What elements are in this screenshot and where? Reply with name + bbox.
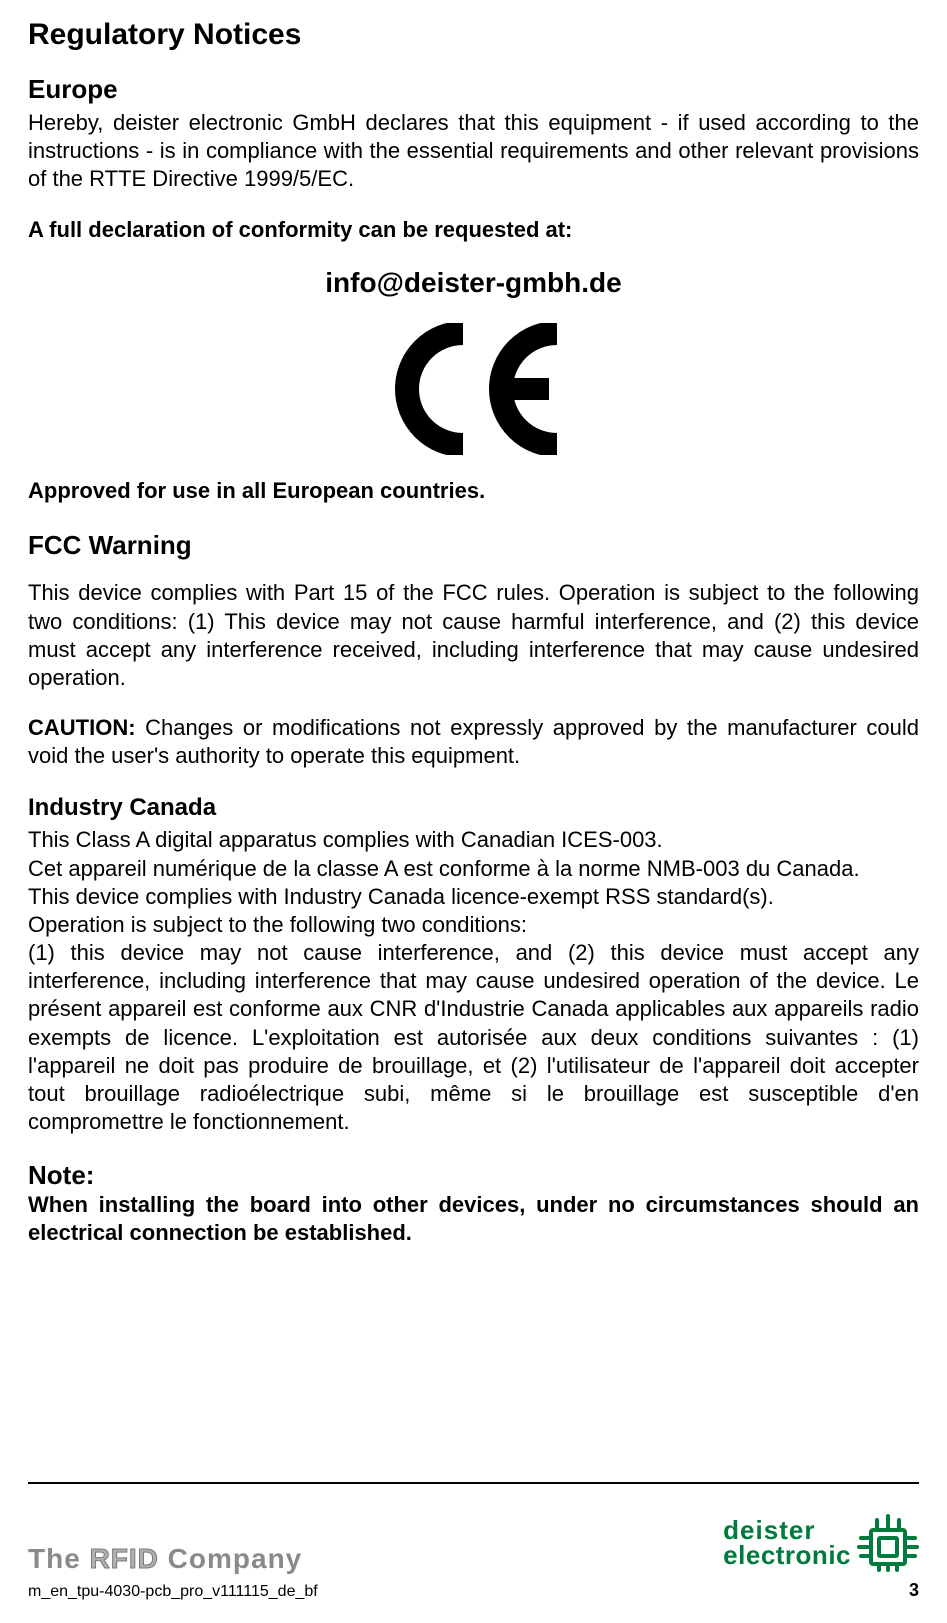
note-body: When installing the board into other dev… xyxy=(28,1191,919,1247)
fcc-caution: CAUTION: Changes or modifications not ex… xyxy=(28,714,919,770)
footer-row: The RFID Company m_en_tpu-4030-pcb_pro_v… xyxy=(28,1514,919,1601)
caution-text: Changes or modifications not expressly a… xyxy=(28,715,919,768)
brand-rfid: RFID xyxy=(90,1543,168,1574)
page-title: Regulatory Notices xyxy=(28,18,919,52)
deister-text: deister electronic xyxy=(723,1518,851,1567)
declaration-line: A full declaration of conformity can be … xyxy=(28,217,919,243)
contact-email: info@deister-gmbh.de xyxy=(28,267,919,299)
brand-company: Company xyxy=(168,1543,303,1574)
fcc-heading: FCC Warning xyxy=(28,530,919,561)
note-heading: Note: xyxy=(28,1160,919,1191)
deister-chip-icon xyxy=(857,1514,919,1572)
page-footer: The RFID Company m_en_tpu-4030-pcb_pro_v… xyxy=(28,1482,919,1601)
ic-paragraph: (1) this device may not cause interferen… xyxy=(28,939,919,1136)
ic-line2: Cet appareil numérique de la classe A es… xyxy=(28,855,919,883)
ic-line1: This Class A digital apparatus complies … xyxy=(28,826,919,854)
brand-right: deister electronic xyxy=(723,1514,919,1601)
doc-id: m_en_tpu-4030-pcb_pro_v111115_de_bf xyxy=(28,1583,318,1601)
approved-line: Approved for use in all European countri… xyxy=(28,478,919,504)
brand-the: The xyxy=(28,1543,90,1574)
page-number: 3 xyxy=(909,1580,919,1601)
europe-paragraph: Hereby, deister electronic GmbH declares… xyxy=(28,109,919,193)
ce-mark-icon xyxy=(379,323,569,455)
ic-heading: Industry Canada xyxy=(28,794,919,822)
footer-rule xyxy=(28,1482,919,1484)
ic-line3: This device complies with Industry Canad… xyxy=(28,883,919,911)
caution-label: CAUTION: xyxy=(28,715,136,740)
brand-rfid-company: The RFID Company xyxy=(28,1545,318,1573)
ic-line4: Operation is subject to the following tw… xyxy=(28,911,919,939)
europe-heading: Europe xyxy=(28,74,919,105)
fcc-paragraph: This device complies with Part 15 of the… xyxy=(28,579,919,692)
deister-logo: deister electronic xyxy=(723,1514,919,1572)
brand-left: The RFID Company m_en_tpu-4030-pcb_pro_v… xyxy=(28,1545,318,1601)
deister-bottom: electronic xyxy=(723,1543,851,1568)
ce-mark-wrap xyxy=(28,323,919,460)
